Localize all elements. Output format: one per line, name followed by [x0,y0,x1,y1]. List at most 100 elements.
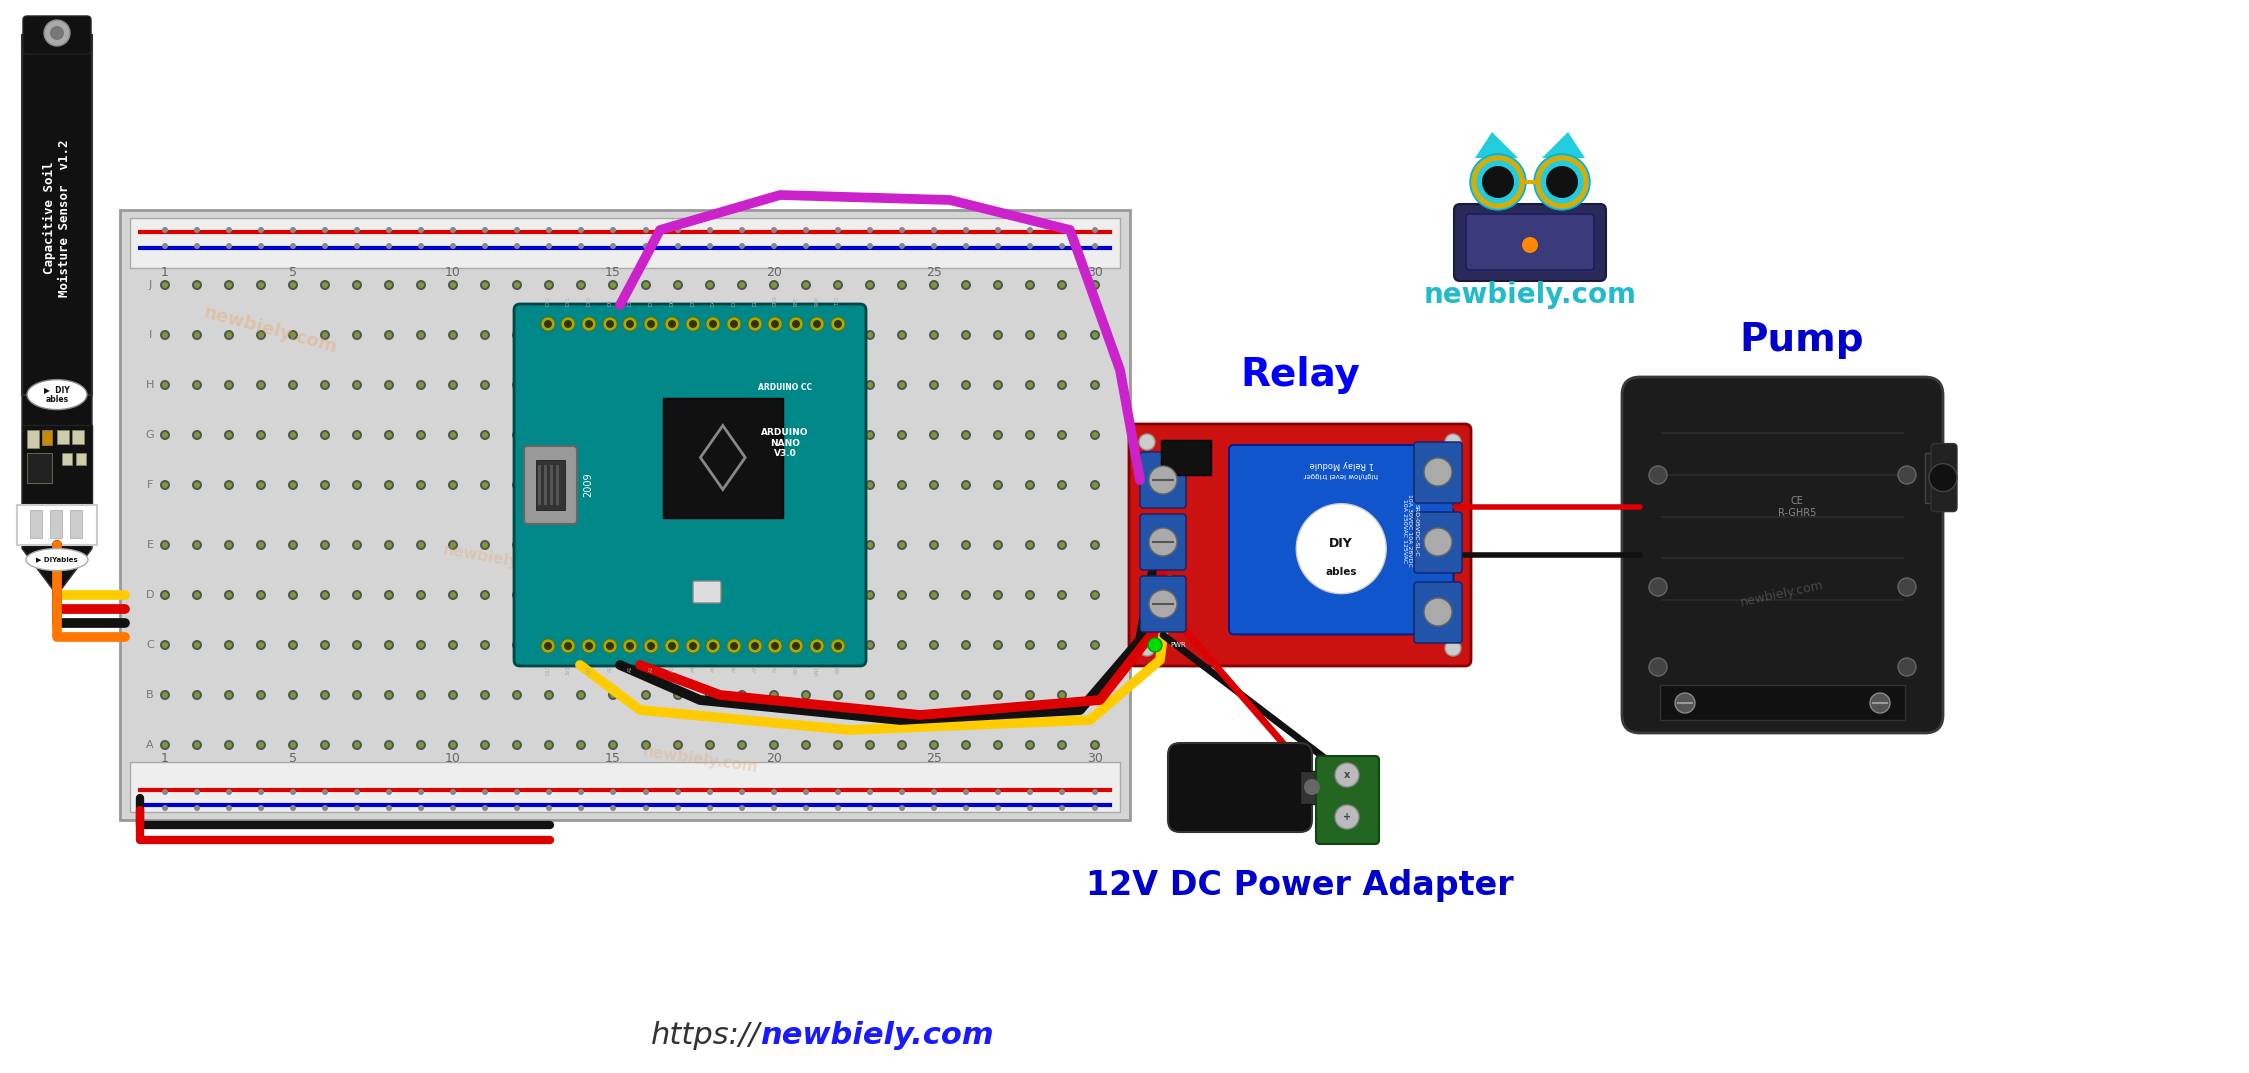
Circle shape [868,805,873,811]
Circle shape [625,642,634,650]
Text: GND: GND [771,295,778,306]
Circle shape [479,740,490,750]
Circle shape [1093,789,1098,795]
Circle shape [515,382,520,388]
Circle shape [675,805,681,811]
Circle shape [803,227,810,233]
Circle shape [1446,433,1462,450]
Circle shape [418,432,425,438]
Circle shape [162,692,169,699]
Circle shape [450,242,457,249]
Circle shape [1091,690,1100,700]
Circle shape [481,242,488,249]
Circle shape [960,690,972,700]
Circle shape [834,382,841,388]
Circle shape [1059,789,1066,795]
Circle shape [1057,690,1066,700]
Circle shape [834,482,841,488]
Circle shape [160,430,171,440]
Circle shape [387,482,391,488]
Circle shape [643,805,650,811]
Circle shape [547,242,551,249]
Circle shape [162,743,169,748]
Circle shape [706,332,713,338]
Circle shape [675,432,681,438]
Circle shape [544,380,553,389]
Circle shape [225,592,232,598]
Circle shape [929,330,940,340]
Circle shape [1059,642,1066,648]
Circle shape [319,380,331,389]
Circle shape [810,317,823,330]
Circle shape [1028,592,1032,598]
Circle shape [1059,692,1066,699]
Circle shape [832,280,843,290]
Circle shape [900,242,904,249]
Circle shape [1059,382,1066,388]
Circle shape [994,480,1003,490]
Circle shape [193,789,200,795]
Circle shape [994,692,1001,699]
Text: 5: 5 [290,265,297,279]
Circle shape [623,317,636,330]
Bar [551,465,553,505]
Circle shape [603,317,616,330]
Circle shape [353,640,362,650]
Circle shape [353,280,362,290]
Bar [70,510,81,538]
Text: A: A [146,740,153,750]
Circle shape [288,480,299,490]
Bar [72,429,83,443]
Circle shape [1898,578,1916,596]
Circle shape [834,592,841,598]
Circle shape [994,690,1003,700]
Circle shape [578,789,585,795]
Bar [43,429,52,444]
Ellipse shape [1295,503,1385,593]
Circle shape [353,692,360,699]
Circle shape [830,640,846,653]
Circle shape [1336,763,1358,787]
Circle shape [900,227,904,233]
Circle shape [547,789,551,795]
Circle shape [322,789,328,795]
FancyBboxPatch shape [1622,377,1943,733]
Circle shape [963,789,969,795]
FancyBboxPatch shape [1167,743,1311,832]
Circle shape [960,330,972,340]
Circle shape [387,382,391,388]
Circle shape [609,642,616,648]
Circle shape [448,280,459,290]
Circle shape [259,482,263,488]
Circle shape [256,690,265,700]
Circle shape [675,282,681,288]
Circle shape [706,382,713,388]
Text: 15: 15 [605,751,621,764]
Circle shape [290,789,297,795]
Bar [56,429,70,443]
Circle shape [900,332,904,338]
Circle shape [162,642,169,648]
Circle shape [643,282,650,288]
Circle shape [353,789,360,795]
Circle shape [931,642,938,648]
Circle shape [544,590,553,600]
Circle shape [643,332,650,338]
Circle shape [866,380,875,389]
Circle shape [1446,640,1462,656]
Circle shape [641,540,650,550]
Circle shape [193,282,200,288]
Text: D: D [146,590,155,600]
Circle shape [868,743,873,748]
Text: ARDUINO
NANO
V3.0: ARDUINO NANO V3.0 [762,428,810,458]
Circle shape [448,590,459,600]
FancyBboxPatch shape [1140,514,1185,570]
Circle shape [288,740,299,750]
Circle shape [353,592,360,598]
Circle shape [738,380,747,389]
Circle shape [672,430,684,440]
Circle shape [191,540,202,550]
Circle shape [290,382,297,388]
Circle shape [416,280,425,290]
Circle shape [576,380,587,389]
